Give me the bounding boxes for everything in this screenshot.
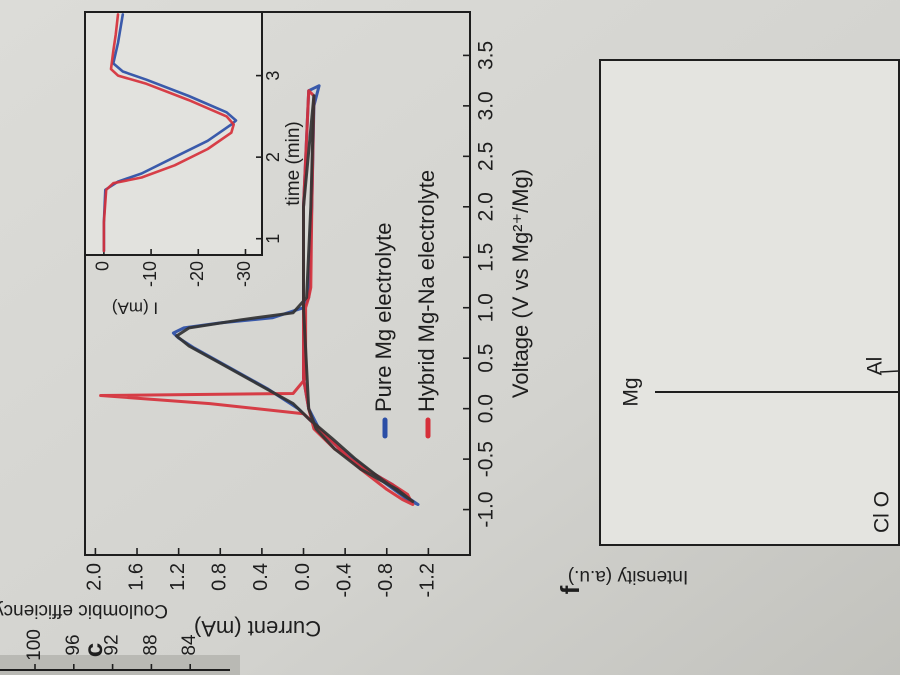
data-line [102,13,235,253]
inset-x-tick-label: 1 [263,234,283,244]
inset-y-tick-label: -10 [140,261,160,287]
inset-x-tick-label: 3 [263,71,283,81]
x-tick-label: 0.0 [474,394,497,423]
x-tick-label: 2.0 [474,192,497,221]
y-tick-label: 0.4 [250,563,272,591]
ce-tick-label: 84 [179,634,200,656]
y-tick-label: -1.2 [417,563,439,597]
plot-frame [84,11,471,556]
data-line [175,94,415,503]
spectrum-background [600,60,899,545]
ce-tick-label: 96 [63,634,84,655]
x-tick-label: 2.5 [474,142,497,171]
x-tick-label: 3.5 [474,41,497,70]
peak-label: Cl O [871,491,894,533]
spectrum-peak [879,370,900,373]
ce-tick-label: 88 [140,634,161,655]
x-tick-label: -0.5 [474,441,497,477]
inset-frame [84,11,263,256]
y-tick-label: 1.2 [167,563,189,591]
inset-y-tick-label: -20 [187,261,207,287]
ce-tick-label: 92 [102,634,123,655]
peak-label: Al [864,357,887,376]
inset-y-tick-label: -30 [234,261,254,287]
spectrum-y-axis-title: Intensity (a.u.) [568,566,688,587]
x-tick-label: 3.0 [474,91,497,120]
x-tick-label: -1.0 [474,491,497,527]
y-axis-title: Current (mA) [194,616,321,641]
y-tick-label: 0.0 [292,563,314,591]
x-axis-title: Voltage (V vs Mg²⁺/Mg) [508,169,533,398]
inset-y-axis-title: I (mA) [112,299,158,318]
inset-background [85,12,262,255]
legend-label: Pure Mg electrolyte [371,222,396,412]
ce-tick-label: 100 [24,629,45,661]
peak-label: Mg [620,377,643,406]
data-line [99,89,415,506]
x-tick-label: 1.5 [474,243,497,272]
inset-x-tick-label: 2 [263,152,283,162]
y-tick-label: 2.0 [84,563,106,591]
y-tick-label: 1.6 [125,563,147,591]
y-tick-label: 0.8 [209,563,231,591]
panel-label: c [78,643,108,657]
ce-axis-title: Coulombic efficiency (%) [0,600,168,621]
inset-y-tick-label: 0 [93,261,113,271]
y-tick-label: -0.8 [375,563,397,597]
legend-label: Hybrid Mg-Na electrolyte [414,170,439,412]
inset-x-axis-title: time (min) [283,121,304,205]
y-tick-label: -0.4 [333,563,355,597]
x-tick-label: 0.5 [474,344,497,373]
panel-label: f [555,585,585,594]
x-tick-label: 1.0 [474,293,497,322]
